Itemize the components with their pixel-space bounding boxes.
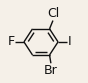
- Text: Br: Br: [44, 64, 58, 77]
- Text: Cl: Cl: [47, 7, 59, 20]
- Text: F: F: [7, 35, 14, 48]
- Text: I: I: [68, 35, 71, 48]
